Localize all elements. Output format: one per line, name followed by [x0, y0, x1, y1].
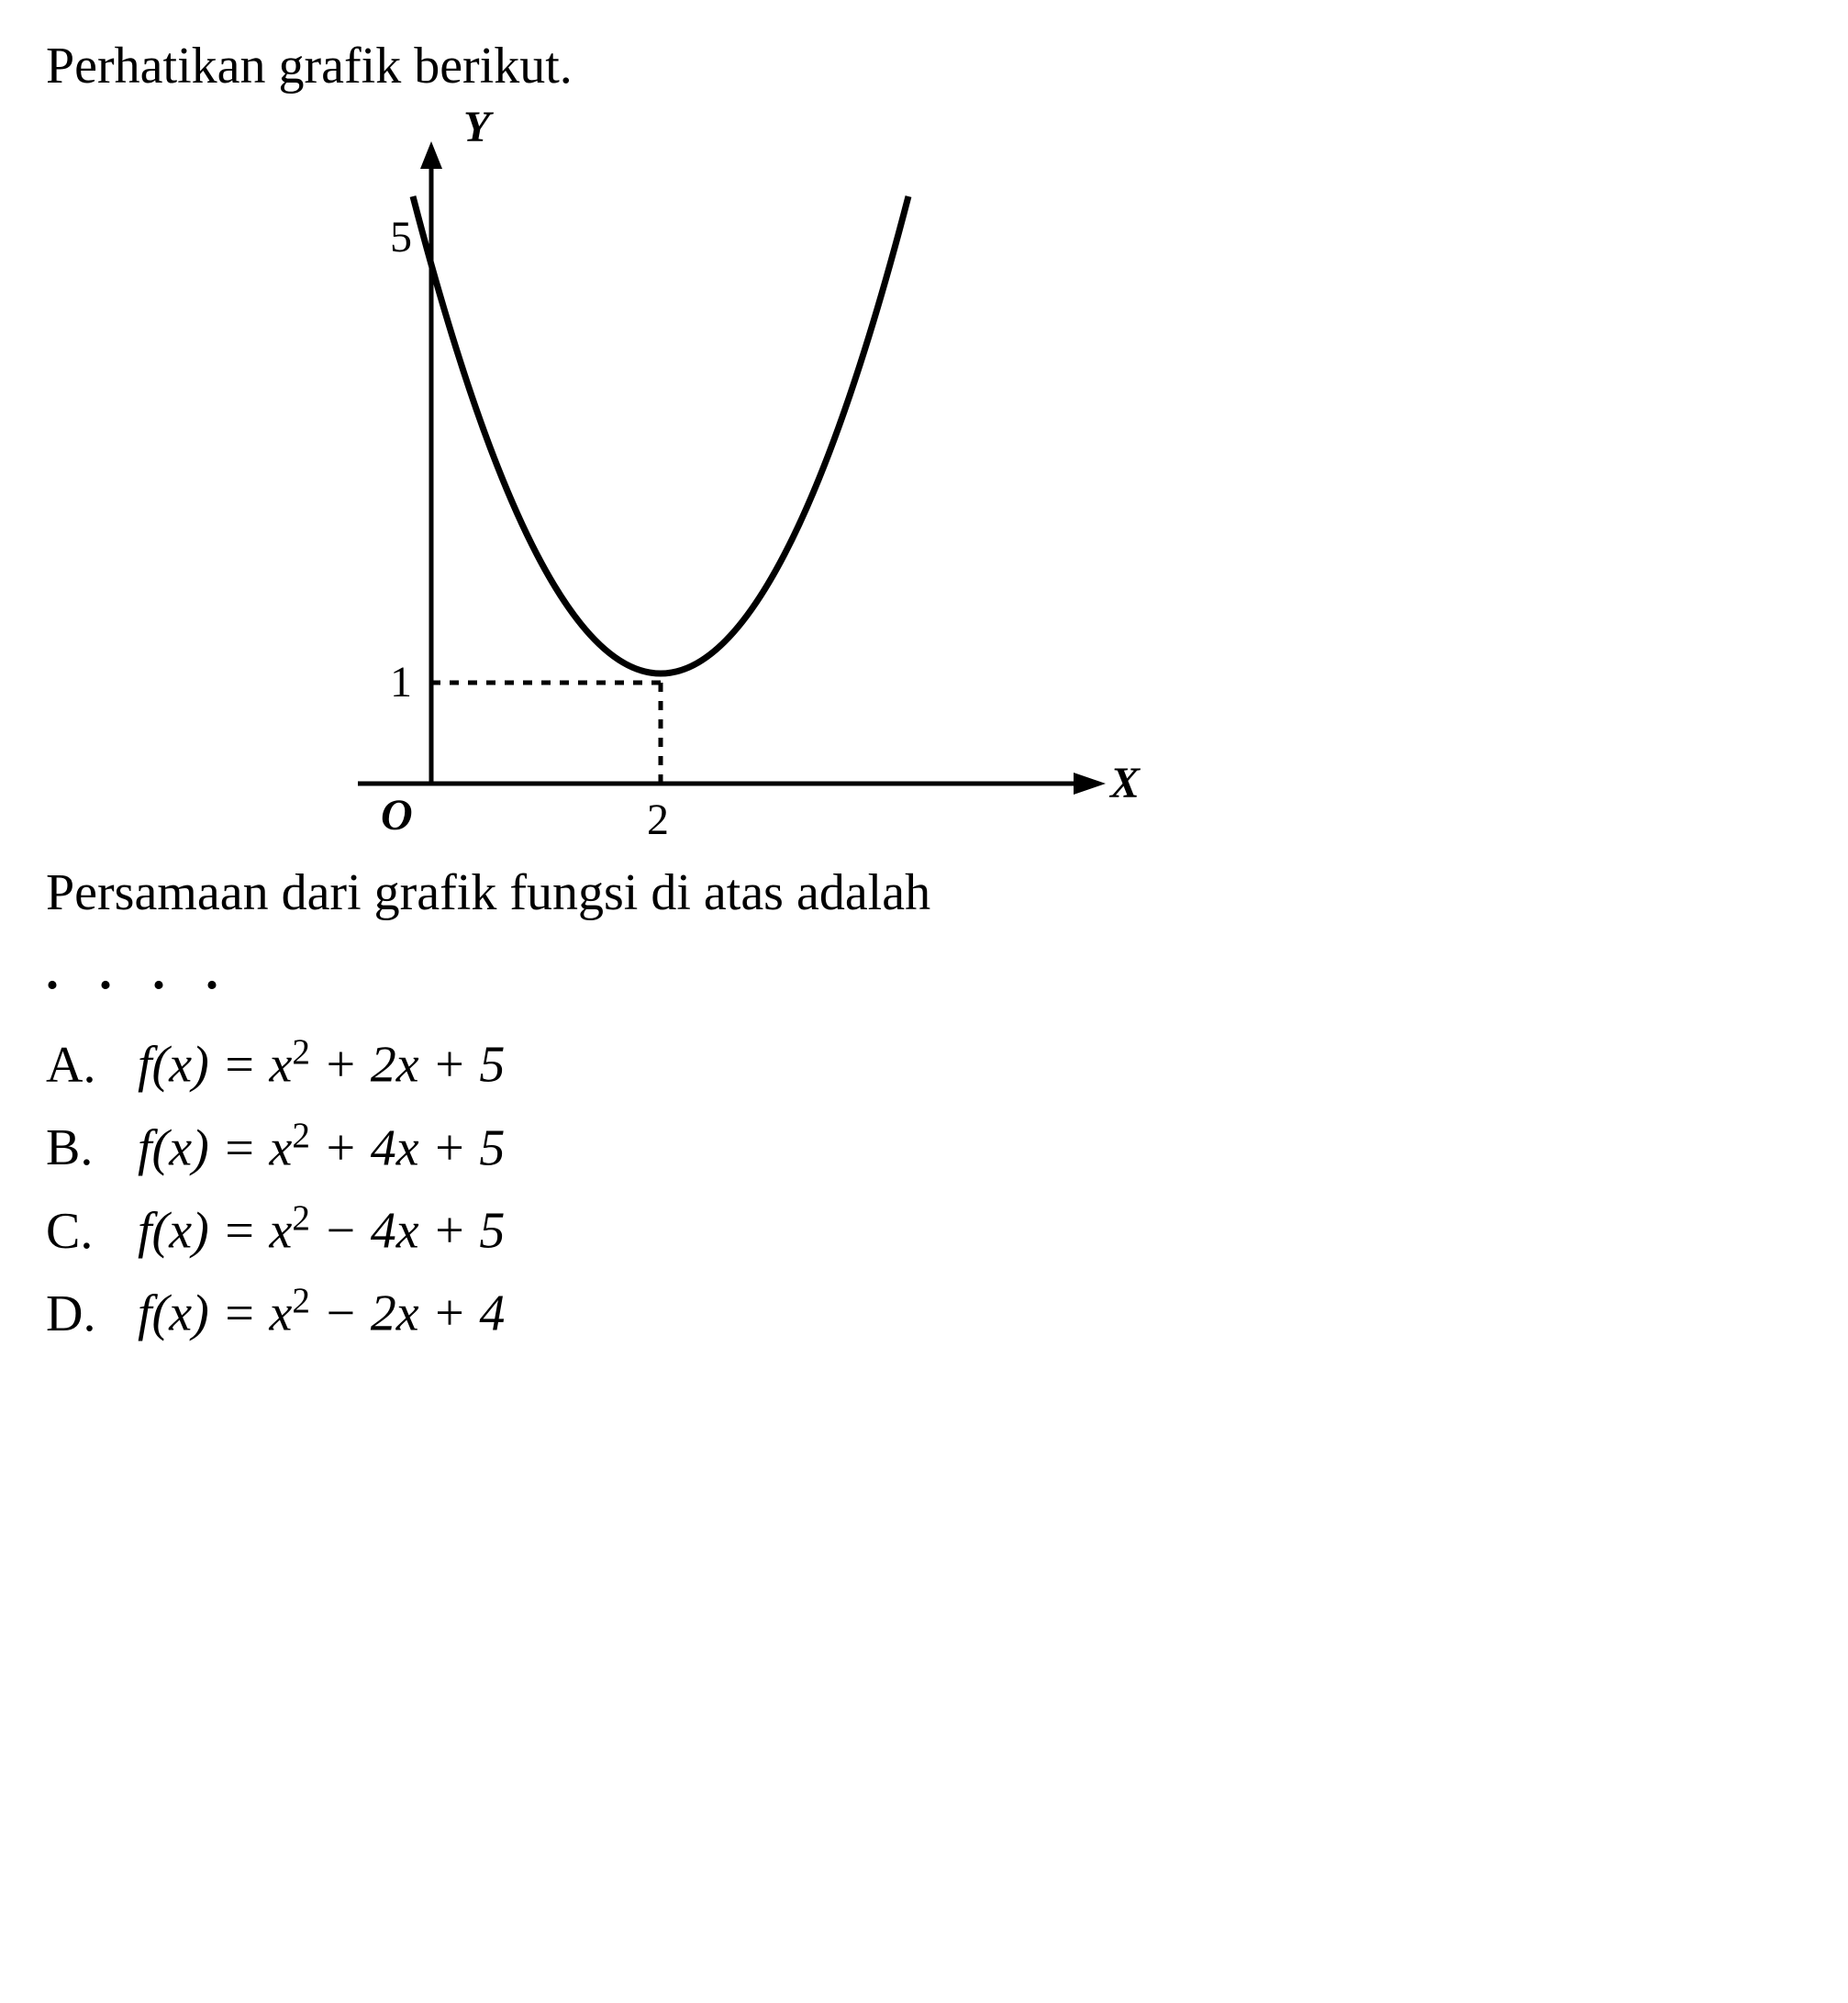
x-tick-2: 2 [647, 796, 669, 839]
options-list: A. f(x) = x2 + 2x + 5 B. f(x) = x2 + 4x … [46, 1024, 1802, 1355]
option-suffix: − 2x + 4 [310, 1285, 505, 1342]
option-expression: f(x) = x2 − 4x + 5 [138, 1190, 505, 1273]
option-prefix: f(x) = x [138, 1203, 292, 1260]
y-tick-1: 1 [390, 658, 412, 707]
option-letter: B. [46, 1107, 138, 1190]
vertex-guides [431, 683, 661, 784]
option-expression: f(x) = x2 + 2x + 5 [138, 1024, 505, 1107]
option-a: A. f(x) = x2 + 2x + 5 [46, 1024, 1802, 1107]
option-b: B. f(x) = x2 + 4x + 5 [46, 1107, 1802, 1190]
option-letter: A. [46, 1025, 138, 1107]
origin-label: O [381, 791, 413, 839]
question-text: Persamaan dari grafik fungsi di atas ada… [46, 857, 1802, 929]
option-sup: 2 [292, 1032, 310, 1072]
option-prefix: f(x) = x [138, 1285, 292, 1342]
y-axis-label: Y [463, 105, 494, 151]
parabola-curve [413, 196, 908, 673]
option-expression: f(x) = x2 − 2x + 4 [138, 1273, 505, 1355]
option-suffix: + 4x + 5 [310, 1119, 505, 1176]
x-axis-label: X [1108, 759, 1141, 807]
option-d: D. f(x) = x2 − 2x + 4 [46, 1273, 1802, 1355]
option-letter: C. [46, 1191, 138, 1274]
option-sup: 2 [292, 1116, 310, 1155]
page-container: Perhatikan grafik berikut. Y X O [46, 37, 1802, 1355]
parabola-chart: Y X O 5 1 2 [321, 105, 1147, 839]
option-letter: D. [46, 1274, 138, 1356]
option-sup: 2 [292, 1281, 310, 1320]
option-suffix: + 2x + 5 [310, 1037, 505, 1094]
y-axis-arrow [420, 141, 442, 169]
option-suffix: − 4x + 5 [310, 1203, 505, 1260]
y-tick-5: 5 [390, 213, 412, 262]
option-c: C. f(x) = x2 − 4x + 5 [46, 1190, 1802, 1273]
x-axis-arrow [1074, 773, 1106, 795]
option-prefix: f(x) = x [138, 1037, 292, 1094]
ellipsis-dots: . . . . [46, 942, 1802, 1001]
axes [358, 141, 1106, 795]
option-prefix: f(x) = x [138, 1119, 292, 1176]
title-text: Perhatikan grafik berikut. [46, 37, 1802, 95]
option-sup: 2 [292, 1198, 310, 1238]
chart-container: Y X O 5 1 2 [46, 105, 1802, 839]
option-expression: f(x) = x2 + 4x + 5 [138, 1107, 505, 1190]
